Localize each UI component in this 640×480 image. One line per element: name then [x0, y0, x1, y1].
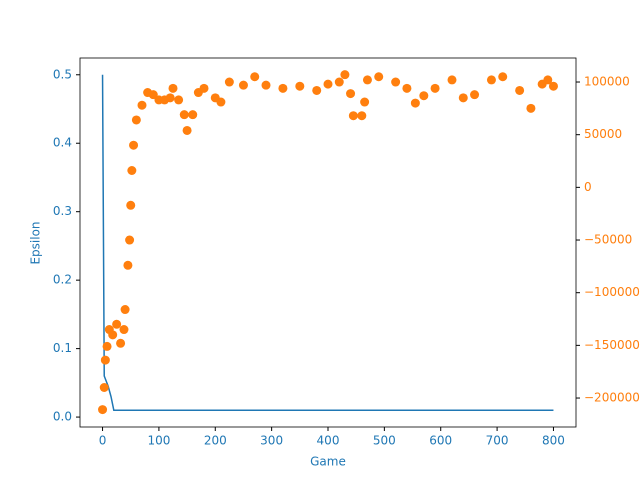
- x-tick-label: 300: [260, 434, 283, 448]
- score-point: [357, 111, 367, 121]
- y2-tick-label: −150000: [584, 338, 640, 352]
- score-point: [199, 83, 209, 93]
- x-tick-label: 200: [204, 434, 227, 448]
- score-point: [334, 77, 344, 87]
- score-point: [148, 90, 158, 100]
- score-point: [125, 235, 135, 245]
- score-point: [224, 77, 234, 87]
- x-tick-label: 0: [99, 434, 107, 448]
- x-tick-label: 100: [147, 434, 170, 448]
- score-point: [182, 125, 192, 135]
- x-tick-label: 600: [429, 434, 452, 448]
- score-point: [165, 93, 175, 103]
- y-axis-label: Epsilon: [29, 221, 43, 264]
- score-point: [360, 97, 370, 107]
- score-point: [374, 72, 384, 82]
- score-point: [174, 95, 184, 105]
- score-point: [188, 110, 198, 120]
- y-tick-label: 0.1: [53, 341, 72, 355]
- y2-tick-label: −200000: [584, 391, 640, 405]
- score-point: [120, 305, 130, 315]
- score-point: [348, 111, 358, 121]
- score-point: [515, 85, 525, 95]
- score-point: [131, 115, 141, 125]
- score-point: [108, 330, 118, 340]
- score-point: [362, 75, 372, 85]
- score-point: [119, 325, 129, 335]
- y2-tick-label: 0: [584, 180, 592, 194]
- y2-tick-label: 100000: [584, 75, 630, 89]
- score-point: [312, 85, 322, 95]
- score-point: [99, 382, 109, 392]
- score-point: [102, 341, 112, 351]
- y-tick-label: 0.2: [53, 273, 72, 287]
- score-point: [402, 83, 412, 93]
- score-point: [129, 140, 139, 150]
- score-point: [419, 91, 429, 101]
- plot-frame: [79, 57, 577, 428]
- score-point: [179, 110, 189, 120]
- y2-tick-label: −100000: [584, 285, 640, 299]
- score-point: [458, 93, 468, 103]
- score-point: [137, 100, 147, 110]
- y-tick-label: 0.0: [53, 410, 72, 424]
- score-point: [127, 166, 137, 176]
- score-point: [112, 319, 122, 329]
- x-tick-label: 700: [486, 434, 509, 448]
- score-point: [216, 97, 226, 107]
- score-point: [526, 103, 536, 113]
- score-point: [123, 260, 133, 270]
- x-axis-label: Game: [310, 455, 346, 469]
- score-point: [498, 72, 508, 82]
- score-point: [168, 83, 178, 93]
- score-point: [323, 79, 333, 89]
- score-point: [100, 355, 110, 365]
- score-point: [340, 70, 350, 80]
- score-point: [295, 81, 305, 91]
- score-point: [548, 81, 558, 91]
- score-point: [486, 75, 496, 85]
- score-point: [238, 80, 248, 90]
- y2-tick-label: −50000: [584, 233, 632, 247]
- x-tick-label: 400: [317, 434, 340, 448]
- x-tick-label: 500: [373, 434, 396, 448]
- score-point: [410, 98, 420, 108]
- epsilon-line: [101, 74, 554, 411]
- score-point: [116, 338, 126, 348]
- score-point: [430, 83, 440, 93]
- x-tick-label: 800: [542, 434, 565, 448]
- score-point: [391, 77, 401, 87]
- y2-tick-label: 50000: [584, 127, 622, 141]
- score-point: [250, 72, 260, 82]
- score-point: [98, 405, 108, 415]
- y-tick-label: 0.5: [53, 67, 72, 81]
- score-point: [447, 75, 457, 85]
- score-point: [470, 90, 480, 100]
- score-point: [261, 80, 271, 90]
- y-tick-label: 0.3: [53, 204, 72, 218]
- score-point: [278, 83, 288, 93]
- score-point: [346, 89, 356, 99]
- score-point: [543, 75, 553, 85]
- score-point: [126, 200, 136, 210]
- y-tick-label: 0.4: [53, 136, 72, 150]
